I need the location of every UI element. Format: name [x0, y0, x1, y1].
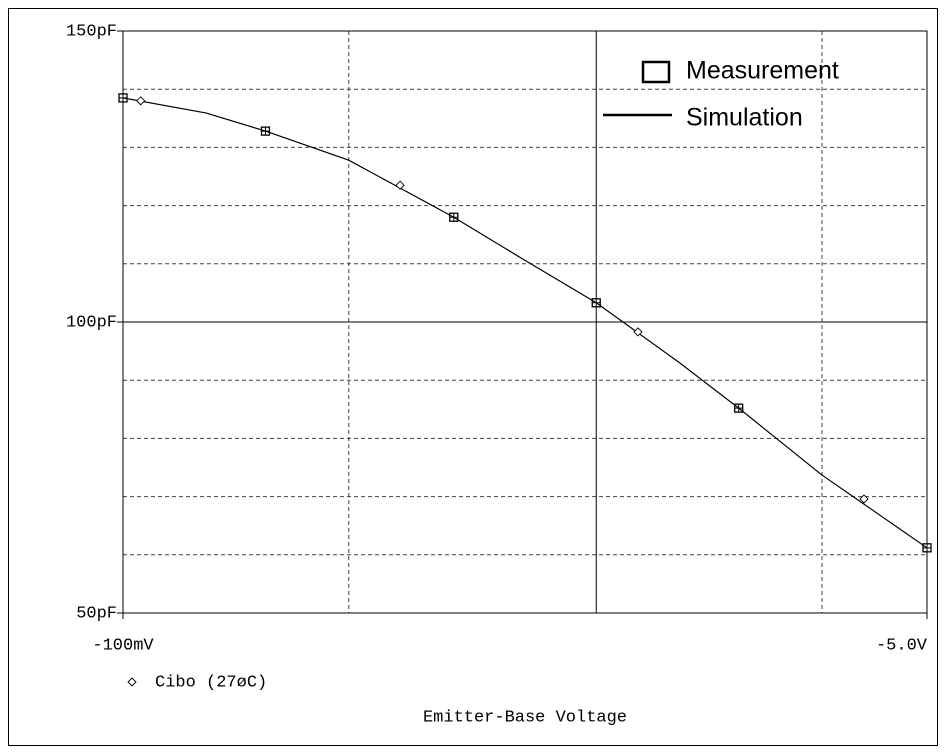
marker-diamond: [633, 327, 643, 337]
x-tick-label: -5.0V: [876, 636, 928, 655]
y-tick-label: 50pF: [76, 604, 117, 623]
marker-diamond: [395, 180, 405, 190]
legend-swatch: [127, 677, 137, 687]
legend-label: Cibo (27øC): [155, 673, 267, 692]
plot-frame: [122, 30, 928, 614]
y-tick-label: 100pF: [66, 313, 117, 332]
legend-swatch: [641, 60, 671, 84]
legend-label: Measurement: [686, 57, 839, 85]
legend-label: Simulation: [686, 104, 803, 132]
x-tick-label: -100mV: [92, 636, 154, 655]
marker-diamond: [859, 494, 869, 504]
line: [122, 97, 928, 549]
frame: [8, 8, 938, 746]
marker-diamond: [136, 96, 146, 106]
x-axis-label: Emitter-Base Voltage: [423, 708, 627, 727]
y-tick-label: 150pF: [66, 22, 117, 41]
